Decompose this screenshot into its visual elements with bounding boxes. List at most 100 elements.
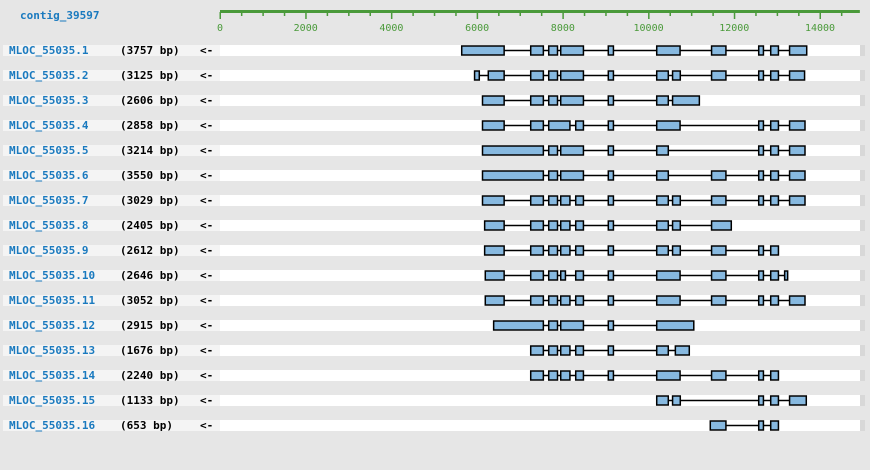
transcript-link[interactable]: MLOC_55035.3 <box>9 94 89 107</box>
transcript-row: MLOC_55035.6 (3550 bp) <- <box>3 169 865 182</box>
exon <box>559 270 567 281</box>
transcript-length: (2646 bp) <box>120 269 180 282</box>
track-end <box>860 220 865 231</box>
transcript-row: MLOC_55035.5 (3214 bp) <- <box>3 144 865 157</box>
transcript-row: MLOC_55035.14 (2240 bp) <- <box>3 369 865 382</box>
transcript-link[interactable]: MLOC_55035.4 <box>9 119 89 132</box>
exon <box>757 270 765 281</box>
gene-model <box>492 320 695 331</box>
exon <box>607 320 615 331</box>
exon <box>487 70 505 81</box>
track-end <box>860 270 865 281</box>
strand-arrow-icon: <- <box>200 244 214 257</box>
transcript-link[interactable]: MLOC_55035.6 <box>9 169 89 182</box>
strand-arrow-icon: <- <box>200 169 214 182</box>
transcript-link[interactable]: MLOC_55035.15 <box>9 394 96 407</box>
transcript-link[interactable]: MLOC_55035.2 <box>9 69 89 82</box>
transcript-link[interactable]: MLOC_55035.12 <box>9 319 96 332</box>
transcript-link[interactable]: MLOC_55035.11 <box>9 294 96 307</box>
exon <box>783 270 789 281</box>
exon <box>757 420 765 431</box>
exon <box>655 395 670 406</box>
transcript-row: MLOC_55035.13 (1676 bp) <- <box>3 344 865 357</box>
exon <box>607 245 615 256</box>
transcript-length: (2405 bp) <box>120 219 180 232</box>
transcript-link[interactable]: MLOC_55035.10 <box>9 269 96 282</box>
exon <box>655 95 670 106</box>
strand-arrow-icon: <- <box>200 94 214 107</box>
exon <box>788 120 806 131</box>
track-end <box>860 70 865 81</box>
exon <box>655 245 670 256</box>
exon <box>559 195 571 206</box>
exon <box>671 95 701 106</box>
exon <box>769 395 780 406</box>
label-background <box>3 295 220 306</box>
transcript-length: (2915 bp) <box>120 319 180 332</box>
exon <box>655 345 670 356</box>
transcript-length: (3214 bp) <box>120 144 180 157</box>
strand-arrow-icon: <- <box>200 69 214 82</box>
exon <box>655 295 681 306</box>
major-tick <box>476 12 479 19</box>
minor-tick <box>776 12 779 16</box>
exon <box>547 320 559 331</box>
label-background <box>3 170 220 181</box>
minor-tick <box>240 12 243 16</box>
transcript-row: MLOC_55035.11 (3052 bp) <- <box>3 294 865 307</box>
strand-arrow-icon: <- <box>200 394 214 407</box>
transcript-link[interactable]: MLOC_55035.1 <box>9 44 89 57</box>
gene-model <box>481 120 806 131</box>
transcript-link[interactable]: MLOC_55035.9 <box>9 244 89 257</box>
exon <box>559 145 585 156</box>
transcript-row: MLOC_55035.4 (2858 bp) <- <box>3 119 865 132</box>
transcript-link[interactable]: MLOC_55035.14 <box>9 369 96 382</box>
transcript-link[interactable]: MLOC_55035.13 <box>9 344 96 357</box>
major-tick <box>305 12 307 19</box>
scale-axis: 0 2000 4000 6000 8000 10000 12000 14000 <box>217 10 860 34</box>
exon <box>559 220 571 231</box>
label-background <box>3 320 220 331</box>
label-background <box>3 345 220 356</box>
exon <box>547 170 559 181</box>
minor-tick <box>798 12 800 16</box>
transcript-length: (653 bp) <box>120 419 173 432</box>
label-background <box>3 370 220 381</box>
major-tick <box>219 12 221 19</box>
gene-model <box>473 70 806 81</box>
transcript-row: MLOC_55035.1 (3757 bp) <- <box>3 44 865 57</box>
transcript-length: (3757 bp) <box>120 44 180 57</box>
exon <box>483 245 505 256</box>
transcript-row: MLOC_55035.16 (653 bp) <- <box>3 419 865 432</box>
transcript-link[interactable]: MLOC_55035.16 <box>9 419 96 432</box>
exon <box>769 420 780 431</box>
exon <box>559 345 571 356</box>
track-end <box>860 395 865 406</box>
exon <box>481 95 505 106</box>
exon <box>709 420 727 431</box>
exon <box>547 95 559 106</box>
track-end <box>860 170 865 181</box>
label-background <box>3 420 220 431</box>
exon <box>547 370 559 381</box>
label-background <box>3 45 220 56</box>
gene-model <box>481 95 701 106</box>
exon <box>574 370 585 381</box>
exon <box>559 45 585 56</box>
transcript-link[interactable]: MLOC_55035.5 <box>9 144 89 157</box>
transcript-length: (2612 bp) <box>120 244 180 257</box>
exon <box>769 45 780 56</box>
strand-arrow-icon: <- <box>200 44 214 57</box>
transcript-link[interactable]: MLOC_55035.7 <box>9 194 89 207</box>
exon <box>788 170 806 181</box>
exon <box>671 395 682 406</box>
minor-tick <box>498 12 500 16</box>
transcript-link[interactable]: MLOC_55035.8 <box>9 219 89 232</box>
exon <box>547 195 559 206</box>
contig-title[interactable]: contig_39597 <box>20 9 100 22</box>
exon <box>559 70 585 81</box>
exon <box>529 370 545 381</box>
track-end <box>860 195 865 206</box>
exon <box>671 245 682 256</box>
exon <box>547 120 571 131</box>
